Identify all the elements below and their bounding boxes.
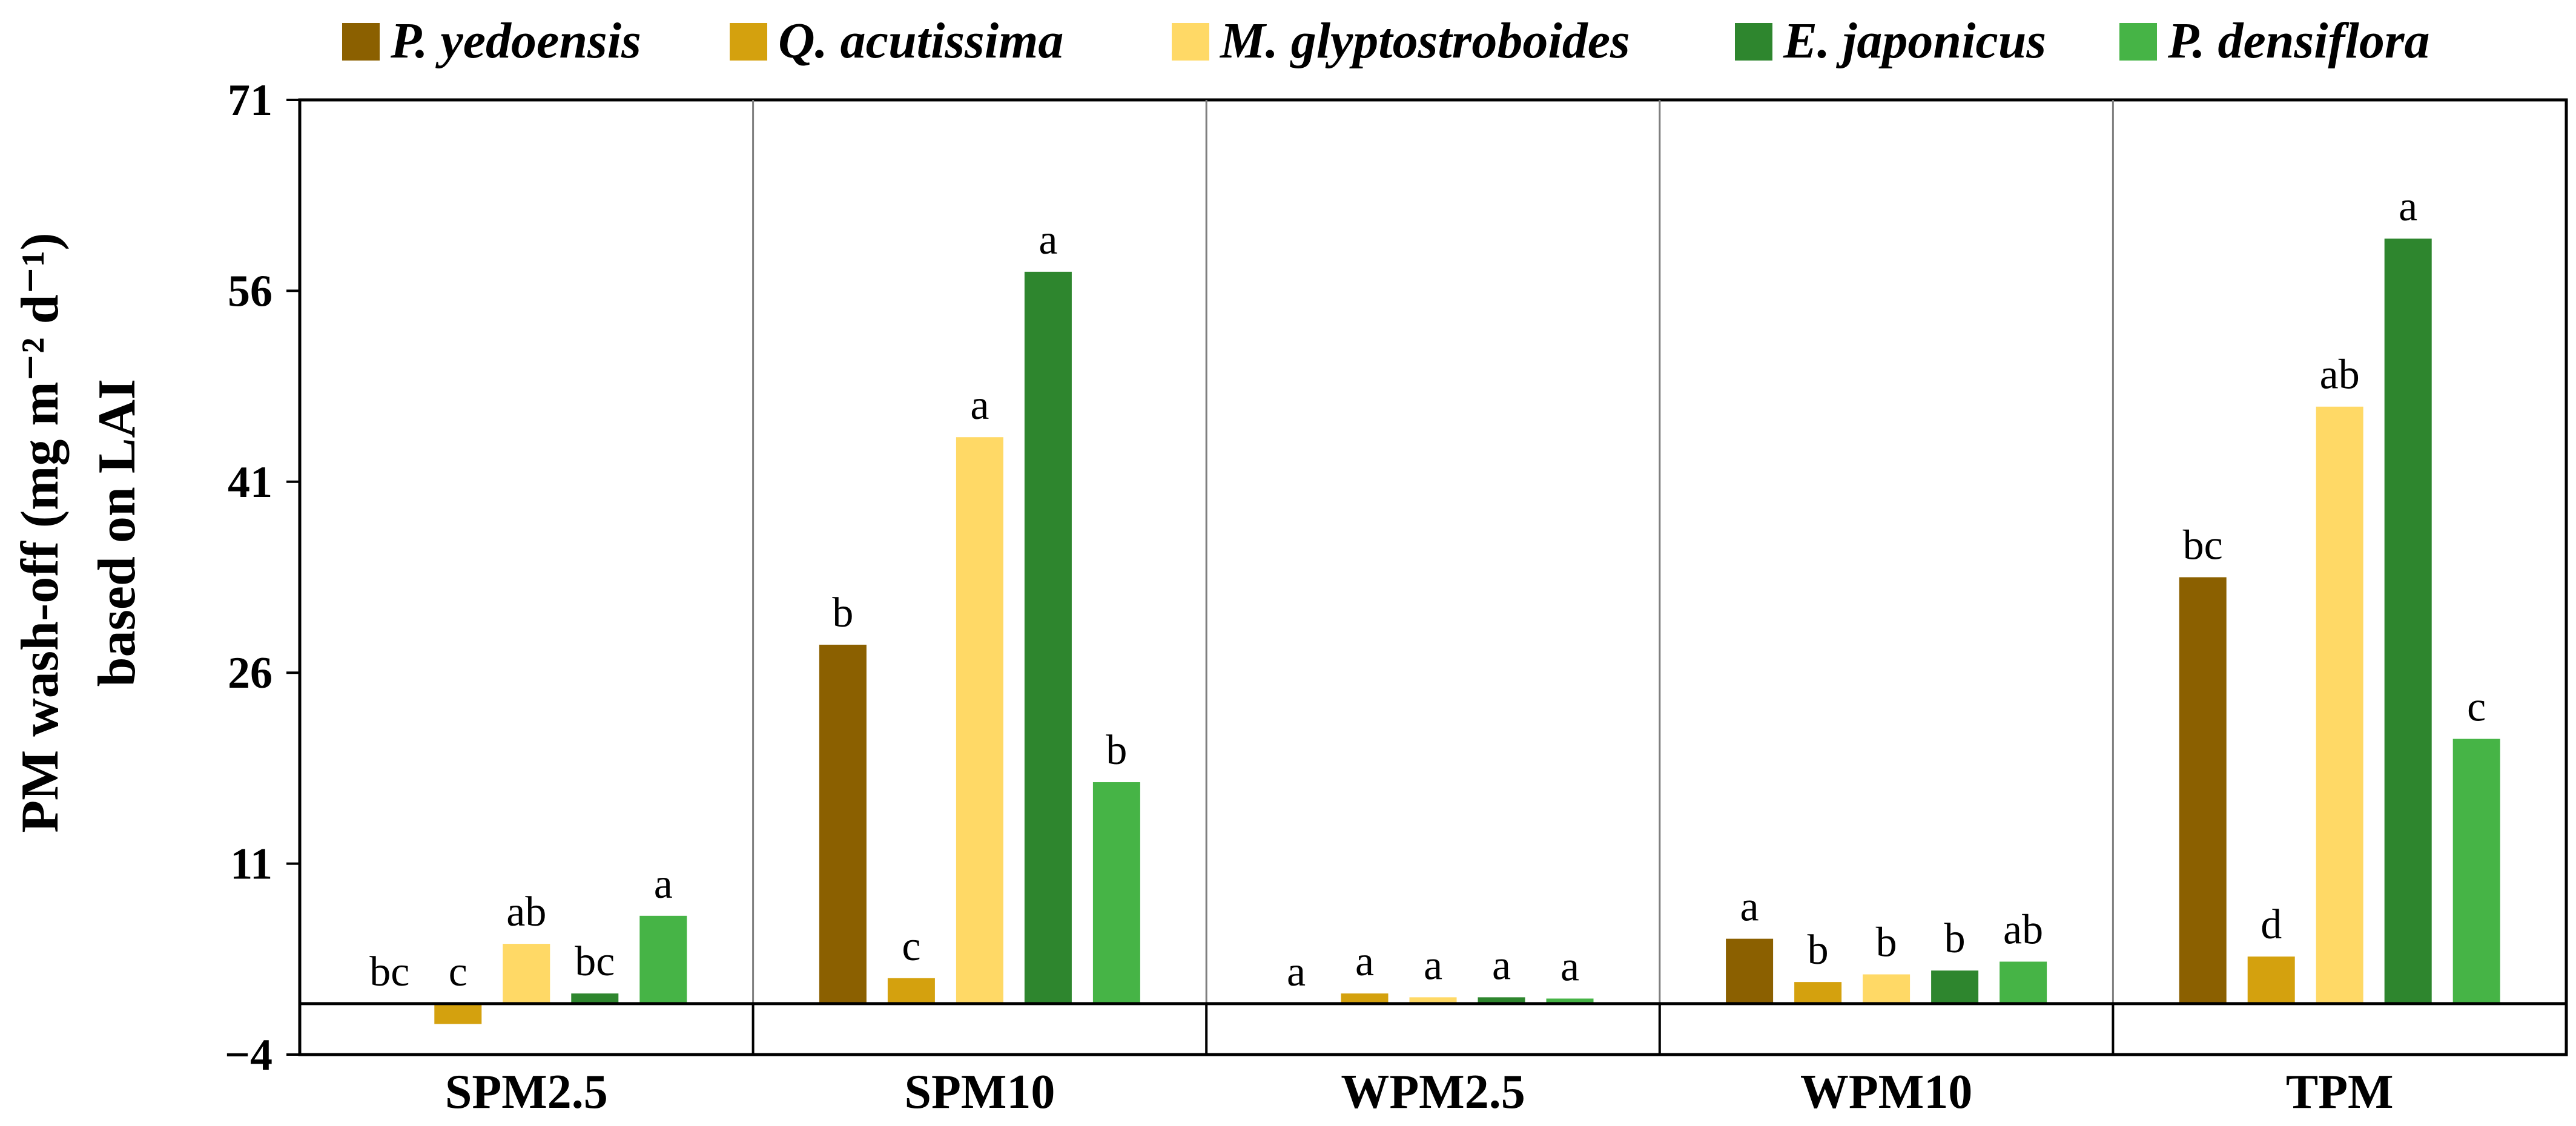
- bar-spm10-series-2: [888, 978, 935, 1004]
- significance-label: b: [1944, 915, 1966, 962]
- significance-label: b: [832, 590, 853, 636]
- y-tick-label: 41: [228, 458, 272, 507]
- legend-swatch-3: [1172, 23, 1209, 61]
- legend-label-2: Q. acutissima: [778, 13, 1063, 69]
- category-label-spm10: SPM10: [904, 1065, 1055, 1119]
- significance-label: bc: [2183, 522, 2223, 569]
- category-label-tpm: TPM: [2286, 1065, 2394, 1119]
- legend-swatch-4: [1735, 23, 1772, 61]
- legend-label-1: P. yedoensis: [390, 13, 641, 69]
- significance-label: ab: [2003, 907, 2043, 953]
- significance-label: a: [1560, 943, 1579, 990]
- legend-label-3: M. glyptostroboides: [1219, 13, 1630, 69]
- bar-wpm25-series-2: [1341, 993, 1389, 1004]
- bar-wpm10-series-2: [1794, 982, 1841, 1004]
- significance-label: bc: [575, 938, 615, 985]
- significance-label: ab: [506, 889, 546, 935]
- category-label-wpm10: WPM10: [1800, 1065, 1972, 1119]
- y-tick-label: −4: [225, 1030, 272, 1080]
- bar-spm25-series-5: [639, 916, 687, 1004]
- bars: [366, 239, 2500, 1024]
- significance-label: c: [902, 923, 920, 970]
- legend-label-4: E. japonicus: [1783, 13, 2046, 69]
- category-label-wpm25: WPM2.5: [1341, 1065, 1525, 1119]
- bar-spm10-series-4: [1025, 272, 1072, 1004]
- bar-spm25-series-4: [571, 993, 618, 1004]
- significance-label: a: [1740, 884, 1759, 930]
- bar-wpm10-series-3: [1863, 975, 1910, 1004]
- significance-label: a: [1355, 938, 1374, 985]
- bar-wpm10-series-5: [2000, 962, 2047, 1004]
- category-label-spm25: SPM2.5: [445, 1065, 608, 1119]
- significance-label: a: [1424, 942, 1442, 989]
- significance-label: b: [1106, 727, 1127, 774]
- bar-wpm10-series-4: [1931, 970, 1978, 1004]
- y-axis-title: PM wash-off (mg m⁻² d⁻¹) based on LAI: [11, 232, 147, 832]
- bar-wpm10-series-1: [1726, 939, 1773, 1004]
- significance-label: d: [2261, 901, 2282, 948]
- y-tick-label: 56: [228, 266, 272, 316]
- significance-label: a: [654, 861, 673, 907]
- y-axis-ticks: 71 56 41 26 11 −4: [225, 76, 300, 1080]
- legend-label-5: P. densiflora: [2167, 13, 2430, 69]
- significance-label: a: [1287, 949, 1306, 995]
- bar-spm25-series-3: [503, 944, 550, 1004]
- bar-tpm-series-4: [2385, 239, 2432, 1004]
- bar-spm10-series-1: [819, 645, 867, 1004]
- significance-label: a: [970, 382, 989, 429]
- y-axis-label-line-1: PM wash-off (mg m⁻² d⁻¹): [11, 232, 70, 832]
- significance-label: a: [1039, 217, 1057, 263]
- bar-spm10-series-5: [1093, 782, 1140, 1004]
- significance-label: a: [1492, 942, 1511, 989]
- significance-label: b: [1808, 927, 1829, 973]
- significance-label: c: [2467, 684, 2486, 731]
- significance-label: bc: [369, 949, 409, 995]
- legend-swatch-5: [2119, 23, 2157, 61]
- y-axis-label-line-2: based on LAI: [88, 379, 147, 687]
- category-labels: SPM2.5 SPM10 WPM2.5 WPM10 TPM: [445, 1065, 2394, 1119]
- bar-spm25-series-2: [434, 1004, 481, 1024]
- bar-tpm-series-2: [2248, 956, 2295, 1004]
- significance-label: ab: [2320, 352, 2360, 398]
- y-tick-label: 71: [228, 76, 272, 125]
- bar-spm10-series-3: [956, 437, 1003, 1004]
- y-tick-label: 11: [230, 840, 272, 889]
- legend: P. yedoensis Q. acutissima M. glyptostrobo…: [342, 13, 2430, 69]
- significance-label: c: [449, 949, 467, 995]
- significance-label: b: [1876, 920, 1897, 966]
- legend-swatch-2: [730, 23, 767, 61]
- bar-tpm-series-5: [2453, 739, 2500, 1004]
- bar-tpm-series-3: [2316, 407, 2363, 1004]
- y-tick-label: 26: [228, 648, 272, 698]
- significance-label: a: [2399, 183, 2417, 230]
- legend-swatch-1: [342, 23, 380, 61]
- bar-tpm-series-1: [2179, 578, 2227, 1004]
